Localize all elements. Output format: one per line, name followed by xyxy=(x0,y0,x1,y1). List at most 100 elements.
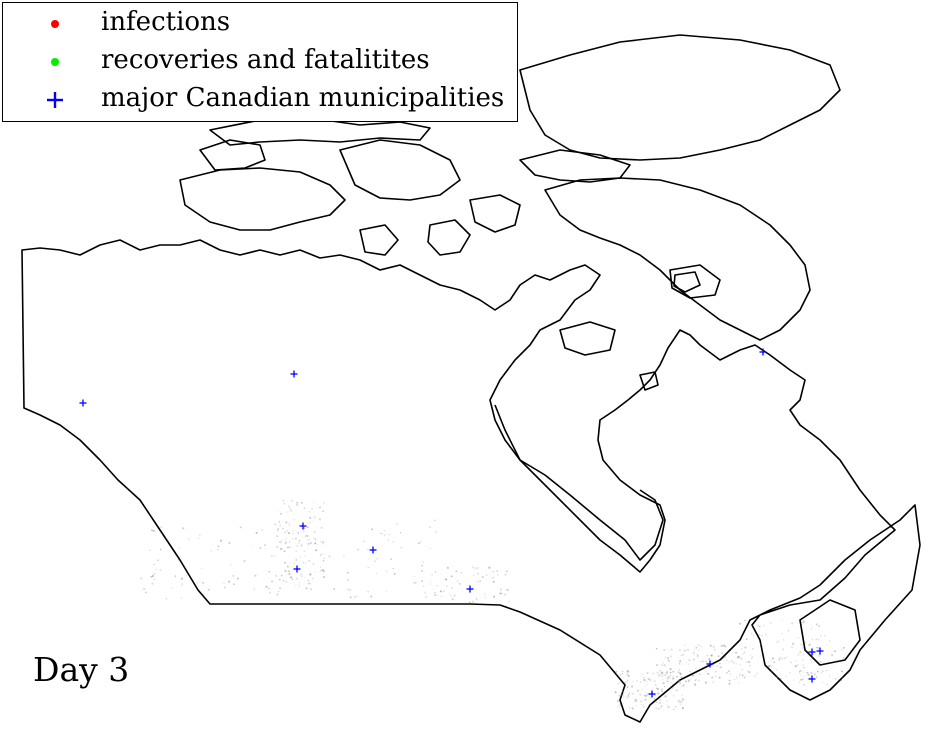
density-speck xyxy=(313,516,316,519)
density-speck xyxy=(765,633,768,636)
density-speck xyxy=(840,679,843,682)
density-speck xyxy=(738,682,740,684)
density-speck xyxy=(681,706,684,709)
density-speck xyxy=(307,579,310,582)
density-speck xyxy=(803,683,806,686)
density-speck xyxy=(758,633,761,637)
density-speck xyxy=(736,677,738,680)
density-speck xyxy=(692,651,695,654)
density-speck xyxy=(456,580,459,582)
density-speck xyxy=(436,585,438,587)
density-speck xyxy=(801,621,804,624)
density-speck xyxy=(435,531,438,534)
density-speck xyxy=(681,663,684,665)
density-speck xyxy=(712,681,714,683)
density-speck xyxy=(202,581,205,584)
density-speck xyxy=(834,660,837,662)
density-speck xyxy=(692,674,694,677)
density-speck xyxy=(641,688,643,691)
density-speck xyxy=(663,664,666,667)
density-speck xyxy=(289,541,291,543)
density-speck xyxy=(698,679,700,682)
density-speck xyxy=(666,671,668,673)
municipality-marker xyxy=(299,522,307,530)
density-speck xyxy=(626,685,629,688)
density-speck xyxy=(705,660,707,662)
density-speck xyxy=(616,706,618,708)
density-speck xyxy=(308,582,311,585)
density-speck xyxy=(656,664,659,666)
density-speck xyxy=(300,544,303,547)
density-speck xyxy=(635,699,638,702)
density-speck xyxy=(679,682,681,684)
density-speck xyxy=(253,588,256,590)
density-speck xyxy=(717,655,720,658)
density-speck xyxy=(687,679,690,682)
density-speck xyxy=(776,675,779,679)
density-speck xyxy=(644,692,646,694)
density-speck xyxy=(825,669,828,672)
density-speck xyxy=(645,680,648,683)
density-speck xyxy=(328,555,331,558)
density-speck xyxy=(484,596,486,599)
density-speck xyxy=(640,700,643,703)
density-speck xyxy=(710,654,713,657)
density-speck xyxy=(367,566,369,568)
density-speck xyxy=(809,677,811,679)
density-speck xyxy=(669,686,671,689)
density-speck xyxy=(777,640,780,643)
day-label: Day 3 xyxy=(33,650,130,689)
belcher-lake xyxy=(673,271,701,293)
density-speck xyxy=(220,539,223,542)
density-speck xyxy=(675,689,678,692)
density-speck xyxy=(813,673,816,676)
density-speck xyxy=(322,543,324,545)
density-speck xyxy=(678,668,681,671)
density-speck xyxy=(295,558,298,561)
density-speck xyxy=(669,674,672,677)
density-speck xyxy=(626,687,628,689)
density-speck xyxy=(453,594,456,597)
density-speck xyxy=(666,700,668,703)
density-speck xyxy=(493,596,496,598)
density-speck xyxy=(780,677,782,680)
density-speck xyxy=(822,670,824,672)
density-speck xyxy=(680,685,683,687)
density-speck xyxy=(617,700,619,702)
density-speck xyxy=(281,548,283,550)
density-speck xyxy=(619,704,621,706)
density-speck xyxy=(666,657,669,660)
density-speck xyxy=(803,675,805,677)
density-speck xyxy=(615,670,618,673)
density-speck xyxy=(667,675,670,678)
density-speck xyxy=(812,653,814,655)
municipality-marker xyxy=(808,648,816,656)
southampton-island xyxy=(669,264,721,299)
density-speck xyxy=(735,651,738,654)
density-speck xyxy=(772,657,774,660)
density-speck xyxy=(658,669,661,672)
density-speck xyxy=(322,541,325,544)
density-speck xyxy=(841,670,844,673)
density-speck xyxy=(816,646,819,649)
density-speck xyxy=(278,591,280,593)
density-speck xyxy=(292,533,294,535)
density-speck xyxy=(829,640,831,642)
density-speck xyxy=(387,539,389,541)
density-speck xyxy=(754,675,756,677)
density-speck xyxy=(314,571,316,573)
density-speck xyxy=(684,644,686,646)
density-speck xyxy=(797,664,799,666)
density-speck xyxy=(153,563,155,566)
density-speck xyxy=(473,574,475,576)
density-speck xyxy=(295,537,297,539)
legend: infections recoveries and fatalitites ma… xyxy=(2,2,518,122)
density-speck xyxy=(679,682,682,684)
density-speck xyxy=(741,674,744,677)
density-speck xyxy=(483,593,486,596)
density-speck xyxy=(621,673,624,675)
density-speck xyxy=(623,696,625,698)
density-speck xyxy=(366,548,369,551)
density-speck xyxy=(392,541,394,543)
